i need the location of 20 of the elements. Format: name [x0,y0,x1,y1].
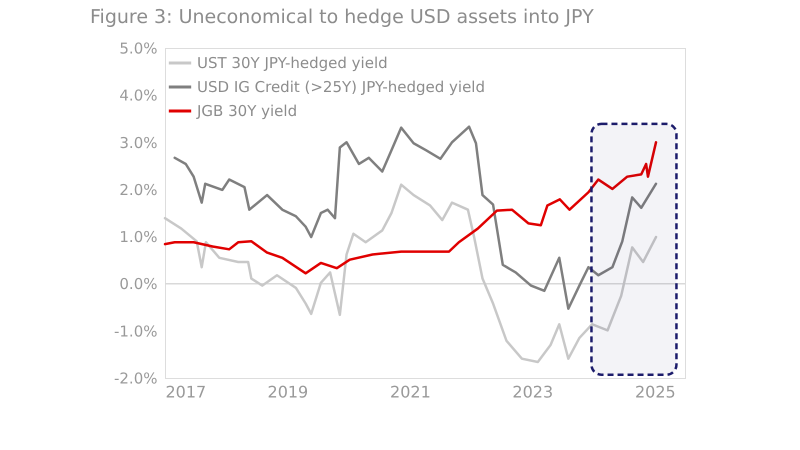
line-series [164,141,658,275]
x-tick-label: 2021 [390,382,431,402]
legend-label: USD IG Credit (>25Y) JPY-hedged yield [197,78,485,96]
legend-label: UST 30Y JPY-hedged yield [197,54,388,72]
y-tick-label: 1.0% [119,228,158,246]
x-tick-label: 2017 [166,382,206,402]
y-tick-label: -1.0% [114,322,158,340]
x-tick-label: 2019 [268,382,308,402]
x-tick-label: 2023 [512,382,554,402]
y-tick-label: 4.0% [119,86,158,105]
y-tick-label: 2.0% [119,180,158,199]
y-tick-label: 5.0% [119,40,158,58]
x-tick-label: 2025 [634,382,676,402]
line-series [173,125,658,310]
y-tick-label: 3.0% [119,134,158,152]
line-series [164,183,658,364]
legend-label: JGB 30Y yield [196,102,298,120]
y-tick-label: 0.0% [119,275,158,294]
y-tick-label: -2.0% [114,370,158,388]
chart-title: Figure 3: Uneconomical to hedge USD assets into JPY [90,6,594,28]
